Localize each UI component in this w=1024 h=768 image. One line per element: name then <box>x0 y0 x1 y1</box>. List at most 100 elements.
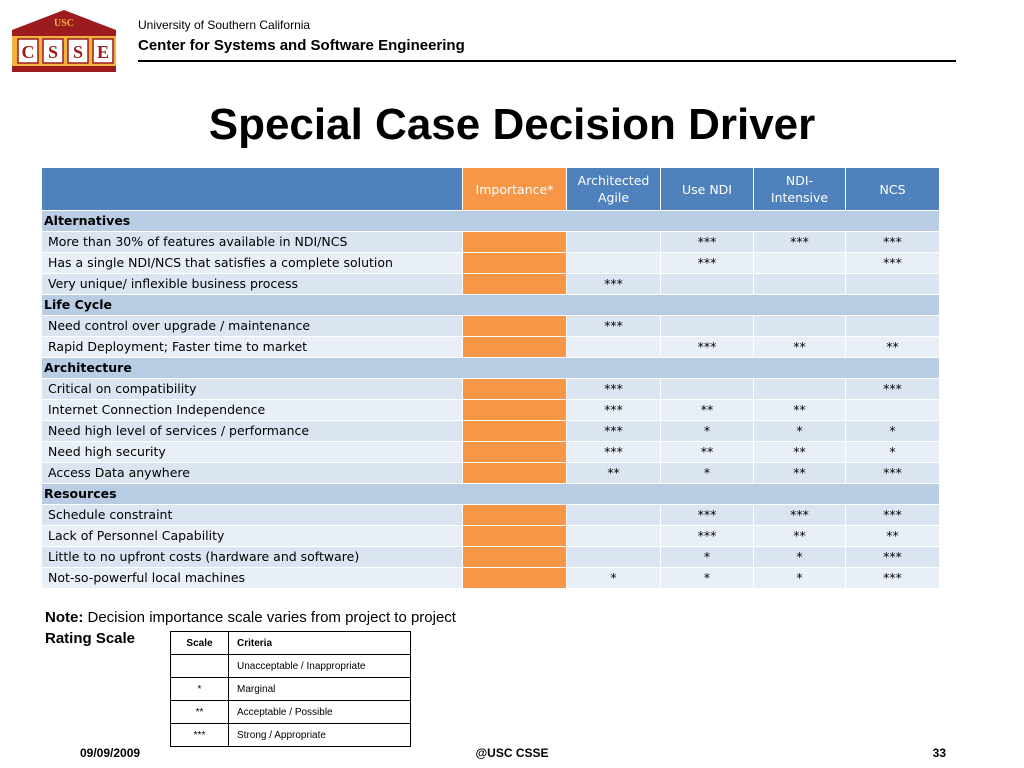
table-row: Very unique/ inflexible business process… <box>41 273 940 295</box>
rating-cell: *** <box>566 378 661 400</box>
table-row: Need control over upgrade / maintenance *… <box>41 315 940 337</box>
section-row: Life Cycle <box>41 294 940 316</box>
rating-criteria: Strong / Appropriate <box>228 723 411 747</box>
rating-cell: ** <box>753 441 846 463</box>
logo-letter-box <box>17 38 39 64</box>
rating-cell <box>566 546 661 568</box>
rating-criteria: Unacceptable / Inappropriate <box>228 654 411 678</box>
header-divider <box>138 60 956 62</box>
rating-scale: *** <box>170 723 229 747</box>
rating-row: ** Acceptable / Possible <box>170 700 411 724</box>
logo-letter: S <box>73 42 83 62</box>
section-label: Architecture <box>41 357 940 379</box>
logo-letter: S <box>48 42 58 62</box>
rating-cell: *** <box>845 504 940 526</box>
row-label: Not-so-powerful local machines <box>41 567 463 589</box>
rating-cell: ** <box>753 336 846 358</box>
rating-cell: *** <box>660 504 754 526</box>
rating-cell: ** <box>660 399 754 421</box>
note-label: Note: <box>45 609 84 626</box>
rating-cell <box>753 273 846 295</box>
column-header: Architected Agile <box>566 167 661 211</box>
importance-cell <box>462 420 567 442</box>
rating-cell: ** <box>753 462 846 484</box>
row-label: Little to no upfront costs (hardware and… <box>41 546 463 568</box>
rating-cell: *** <box>845 231 940 253</box>
section-row: Architecture <box>41 357 940 379</box>
importance-cell <box>462 378 567 400</box>
rating-cell: *** <box>845 252 940 274</box>
table-row: Schedule constraint *** *** *** <box>41 504 940 526</box>
rating-cell: * <box>566 567 661 589</box>
rating-cell <box>753 252 846 274</box>
row-label: Rapid Deployment; Faster time to market <box>41 336 463 358</box>
page-number: 33 <box>932 746 946 760</box>
table-row: Little to no upfront costs (hardware and… <box>41 546 940 568</box>
rating-cell: ** <box>566 462 661 484</box>
rating-cell: *** <box>566 273 661 295</box>
importance-cell <box>462 273 567 295</box>
rating-cell <box>660 315 754 337</box>
rating-cell: *** <box>660 252 754 274</box>
importance-cell <box>462 567 567 589</box>
row-label: More than 30% of features available in N… <box>41 231 463 253</box>
center-name: Center for Systems and Software Engineer… <box>138 37 465 54</box>
rating-cell: *** <box>566 441 661 463</box>
rating-criteria: Marginal <box>228 677 411 701</box>
rating-scale-table: Scale Criteria Unacceptable / Inappropriat… <box>170 631 411 747</box>
table-row: Not-so-powerful local machines * * * *** <box>41 567 940 589</box>
footer-date: 09/09/2009 <box>80 746 141 760</box>
rating-scale: * <box>170 677 229 701</box>
importance-cell <box>462 315 567 337</box>
rating-row: Unacceptable / Inappropriate <box>170 654 411 678</box>
table-row: Internet Connection Independence *** ** ** <box>41 399 940 421</box>
rating-cell: *** <box>660 525 754 547</box>
row-label: Need control over upgrade / maintenance <box>41 315 463 337</box>
rating-cell <box>660 273 754 295</box>
importance-cell <box>462 462 567 484</box>
rating-cell: ** <box>660 441 754 463</box>
rating-cell: * <box>660 567 754 589</box>
rating-cell: *** <box>660 336 754 358</box>
note: Note: Decision importance scale varies f… <box>45 609 456 626</box>
rating-header-row: Scale Criteria <box>170 631 411 655</box>
rating-cell: *** <box>566 399 661 421</box>
column-header: Use NDI <box>660 167 754 211</box>
importance-cell <box>462 525 567 547</box>
rating-scale <box>170 654 229 678</box>
table-row: Need high security *** ** ** * <box>41 441 940 463</box>
rating-row: *** Strong / Appropriate <box>170 723 411 747</box>
rating-cell: ** <box>845 525 940 547</box>
rating-scale: ** <box>170 700 229 724</box>
rating-header: Scale <box>170 631 229 655</box>
rating-scale-title: Rating Scale <box>45 630 136 647</box>
row-label: Internet Connection Independence <box>41 399 463 421</box>
rating-cell <box>845 399 940 421</box>
rating-cell <box>566 252 661 274</box>
table-header-row: Importance* Architected Agile Use NDI NDI-I… <box>41 167 940 211</box>
row-label: Lack of Personnel Capability <box>41 525 463 547</box>
note-text: Decision importance scale varies from pr… <box>83 609 456 626</box>
rating-cell <box>566 525 661 547</box>
section-row: Alternatives <box>41 210 940 232</box>
rating-cell <box>845 315 940 337</box>
table-row: Critical on compatibility *** *** <box>41 378 940 400</box>
rating-cell: ** <box>753 399 846 421</box>
slide-title: Special Case Decision Driver <box>208 100 816 149</box>
rating-row: * Marginal <box>170 677 411 701</box>
rating-cell: * <box>753 546 846 568</box>
table-row: Lack of Personnel Capability *** ** ** <box>41 525 940 547</box>
rating-cell: *** <box>845 546 940 568</box>
rating-cell: *** <box>845 462 940 484</box>
importance-cell <box>462 231 567 253</box>
footer-center: @USC CSSE <box>475 746 549 760</box>
row-label: Schedule constraint <box>41 504 463 526</box>
rating-cell: ** <box>753 525 846 547</box>
row-label: Access Data anywhere <box>41 462 463 484</box>
rating-cell: * <box>660 420 754 442</box>
importance-cell <box>462 546 567 568</box>
importance-cell <box>462 399 567 421</box>
rating-cell <box>753 378 846 400</box>
rating-cell: * <box>660 462 754 484</box>
